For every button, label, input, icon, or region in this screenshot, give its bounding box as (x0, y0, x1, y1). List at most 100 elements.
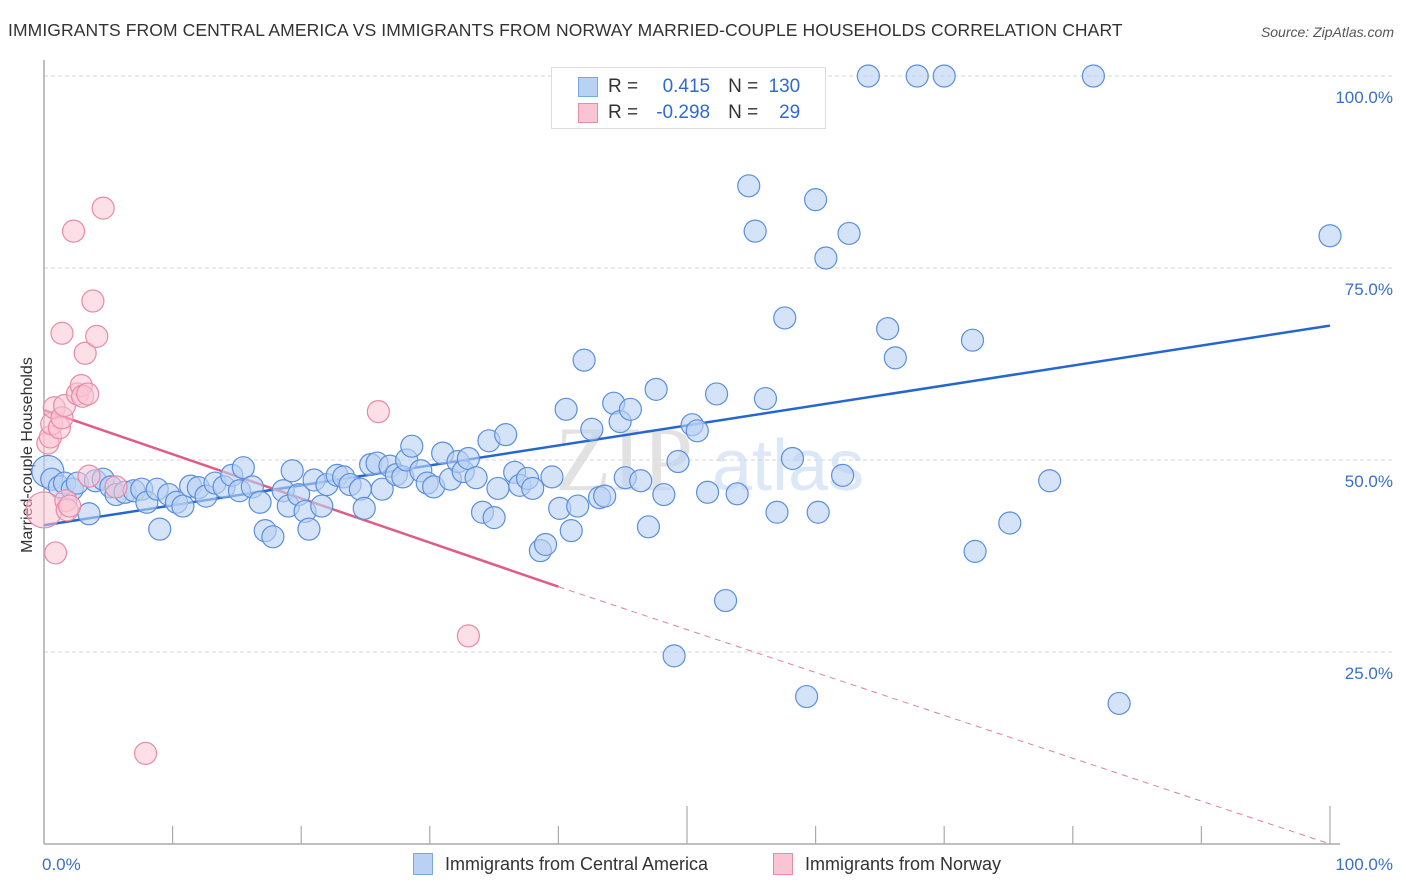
legend-item-central-america[interactable]: Immigrants from Central America (413, 852, 708, 876)
stats-legend: R = 0.415 N = 130 R = -0.298 N = 29 (551, 67, 826, 129)
data-point (725, 482, 749, 506)
data-point (261, 525, 285, 549)
data-point (685, 419, 709, 443)
data-point (1318, 224, 1342, 248)
source-label: Source: ZipAtlas.com (1260, 24, 1394, 40)
n-label: N = (728, 102, 759, 123)
r-label: R = (608, 76, 639, 97)
data-point (618, 397, 643, 421)
data-point (773, 306, 797, 330)
legend-label: Immigrants from Norway (805, 853, 1002, 874)
stats-legend-row-norway: R = -0.298 N = 29 (578, 102, 800, 124)
data-point (1081, 64, 1105, 88)
x-tick-label: 100.0% (1335, 855, 1393, 874)
data-point (960, 328, 985, 352)
gridlines (44, 75, 1395, 653)
data-point (1107, 691, 1131, 716)
stats-legend-row-central-america: R = 0.415 N = 130 (578, 76, 800, 98)
legend-label: Immigrants from Central America (445, 853, 709, 874)
data-point (1038, 469, 1062, 493)
data-point (794, 684, 819, 709)
y-tick-label: 75.0% (1345, 280, 1393, 299)
data-point (566, 494, 590, 518)
r-value: 0.415 (662, 76, 711, 97)
data-point (554, 397, 578, 421)
data-point (133, 741, 158, 765)
n-label: N = (728, 76, 759, 97)
data-point (629, 469, 653, 493)
data-point (837, 221, 861, 246)
data-point (814, 246, 838, 270)
data-point (464, 466, 488, 490)
data-point (806, 500, 830, 524)
data-point (494, 423, 518, 447)
data-point (856, 64, 880, 88)
data-point (803, 188, 828, 212)
data-point (76, 382, 100, 406)
data-point (310, 494, 334, 518)
data-point (482, 505, 506, 530)
data-point (905, 64, 929, 88)
data-point (998, 511, 1022, 535)
data-point (652, 482, 676, 507)
data-point (77, 464, 101, 488)
data-point (765, 500, 789, 524)
data-point (695, 480, 720, 504)
n-value: 130 (768, 76, 801, 97)
data-point (580, 417, 604, 441)
y-tick-label: 25.0% (1345, 664, 1393, 683)
data-point (73, 341, 97, 365)
data-point (540, 465, 564, 489)
data-point (963, 539, 987, 563)
y-tick-label: 50.0% (1345, 472, 1393, 491)
x-tick-label: 0.0% (42, 855, 81, 874)
data-point (713, 588, 738, 613)
data-point (43, 541, 68, 565)
data-point (636, 515, 661, 539)
data-point (81, 289, 105, 313)
legend-item-norway[interactable]: Immigrants from Norway (773, 852, 1001, 876)
data-points (25, 64, 1342, 765)
norway-points (25, 196, 480, 765)
r-label: R = (608, 102, 639, 123)
trend-lines (43, 324, 1331, 845)
data-point (559, 519, 583, 543)
data-point (148, 517, 172, 541)
data-point (593, 484, 617, 508)
y-tick-label: 100.0% (1335, 88, 1393, 107)
data-point (248, 490, 272, 514)
chart-title: IMMIGRANTS FROM CENTRAL AMERICA VS IMMIG… (8, 20, 1123, 40)
data-point (280, 459, 304, 483)
data-point (662, 644, 686, 668)
data-point (352, 496, 376, 520)
r-value: -0.298 (656, 102, 711, 123)
data-point (348, 477, 372, 501)
data-point (456, 624, 480, 648)
data-point (876, 317, 900, 341)
data-point (231, 456, 255, 480)
data-point (883, 346, 907, 370)
tick-labels: 25.0% 50.0% 75.0% 100.0% 0.0% 100.0% (42, 88, 1393, 874)
central-america-swatch (578, 77, 598, 97)
data-point (171, 494, 195, 518)
data-point (704, 382, 729, 406)
data-point (400, 434, 424, 458)
data-point (743, 219, 767, 243)
data-point (486, 476, 510, 501)
data-point (104, 475, 128, 499)
data-point (366, 400, 390, 424)
central-america-points (31, 64, 1342, 716)
data-point (737, 174, 761, 198)
data-point (572, 348, 596, 372)
central-america-legend-swatch (413, 853, 433, 875)
data-point (644, 377, 668, 401)
data-point (831, 463, 855, 487)
data-point (85, 324, 109, 348)
data-point (753, 386, 778, 411)
norway-legend-swatch (773, 853, 793, 875)
data-point (91, 196, 115, 220)
data-point (370, 477, 394, 501)
data-point (50, 321, 74, 345)
norway-trend-extension (558, 586, 1331, 845)
